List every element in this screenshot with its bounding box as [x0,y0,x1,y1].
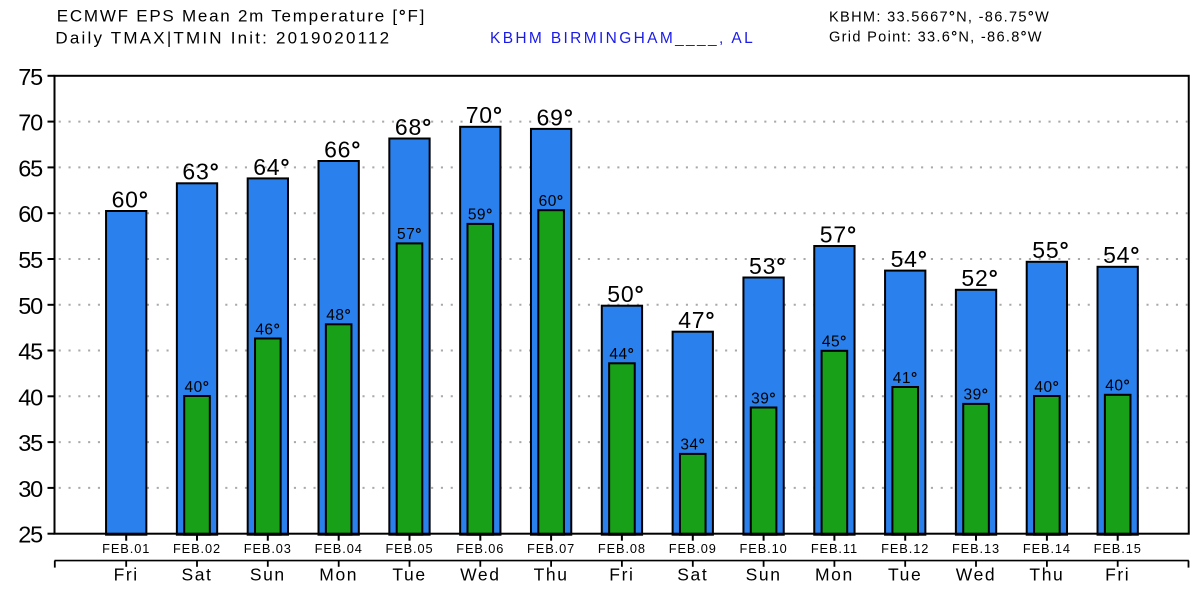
svg-text:60: 60 [18,201,43,227]
svg-text:FEB.02: FEB.02 [173,541,221,556]
svg-text:FEB.13: FEB.13 [952,541,1000,556]
svg-text:39°: 39° [751,390,776,407]
svg-text:59°: 59° [468,207,493,224]
svg-text:FEB.05: FEB.05 [385,541,433,556]
svg-text:FEB.12: FEB.12 [881,541,929,556]
svg-text:Sun: Sun [250,565,286,585]
svg-text:Mon: Mon [815,565,854,585]
svg-text:57°: 57° [397,226,422,243]
svg-text:41°: 41° [893,370,918,387]
svg-text:KBHM: 33.5667°N, -86.75°W: KBHM: 33.5667°N, -86.75°W [829,10,1050,26]
svg-text:66°: 66° [324,136,361,162]
svg-text:68°: 68° [395,114,432,140]
svg-text:Fri: Fri [609,565,634,585]
svg-text:Wed: Wed [956,565,996,585]
svg-text:45°: 45° [822,334,847,351]
svg-text:Mon: Mon [319,565,358,585]
svg-text:54°: 54° [1103,242,1140,268]
svg-text:40°: 40° [185,379,210,396]
svg-text:75: 75 [18,64,43,90]
svg-text:55°: 55° [1032,237,1069,263]
svg-text:39°: 39° [964,387,989,404]
svg-text:50: 50 [18,293,43,319]
svg-text:57°: 57° [820,221,857,247]
svg-text:FEB.10: FEB.10 [740,541,788,556]
svg-text:47°: 47° [678,307,715,333]
svg-text:52°: 52° [961,265,998,291]
svg-text:Daily TMAX|TMIN Init: 20190201: Daily TMAX|TMIN Init: 2019020112 [55,29,391,48]
svg-text:65: 65 [18,155,43,181]
svg-text:63°: 63° [182,159,219,185]
svg-text:44°: 44° [609,346,634,363]
svg-text:FEB.14: FEB.14 [1023,541,1071,556]
svg-text:30: 30 [18,476,43,502]
svg-text:FEB.15: FEB.15 [1094,541,1142,556]
svg-text:FEB.09: FEB.09 [669,541,717,556]
svg-text:35: 35 [18,430,43,456]
svg-text:Thu: Thu [534,565,569,585]
svg-text:50°: 50° [607,281,644,307]
svg-text:45: 45 [18,339,43,365]
svg-text:Grid Point: 33.6°N, -86.8°W: Grid Point: 33.6°N, -86.8°W [829,30,1043,46]
svg-text:FEB.04: FEB.04 [315,541,363,556]
svg-text:Tue: Tue [888,565,922,585]
svg-text:Fri: Fri [1105,565,1130,585]
svg-text:Fri: Fri [114,565,139,585]
svg-text:40°: 40° [1105,378,1130,395]
svg-text:FEB.06: FEB.06 [456,541,504,556]
svg-text:55: 55 [18,247,43,273]
svg-text:Sat: Sat [677,565,708,585]
svg-text:70°: 70° [466,102,503,128]
svg-text:64°: 64° [253,154,290,180]
svg-text:FEB.01: FEB.01 [102,541,150,556]
svg-text:40°: 40° [1034,379,1059,396]
svg-text:Wed: Wed [460,565,500,585]
svg-text:KBHM BIRMINGHAM____, AL: KBHM BIRMINGHAM____, AL [490,30,755,47]
svg-text:FEB.03: FEB.03 [244,541,292,556]
svg-text:69°: 69° [537,104,574,130]
svg-text:FEB.07: FEB.07 [527,541,575,556]
svg-text:46°: 46° [255,321,280,338]
svg-text:Tue: Tue [392,565,426,585]
svg-text:53°: 53° [749,253,786,279]
svg-text:48°: 48° [326,307,351,324]
svg-text:FEB.08: FEB.08 [598,541,646,556]
svg-text:60°: 60° [539,193,564,210]
svg-text:54°: 54° [891,246,928,272]
svg-text:FEB.11: FEB.11 [811,541,858,556]
svg-text:25: 25 [18,522,43,548]
svg-text:60°: 60° [112,186,149,212]
svg-text:34°: 34° [680,437,705,454]
svg-text:Sun: Sun [746,565,782,585]
svg-text:70: 70 [18,110,43,136]
svg-text:40: 40 [18,384,43,410]
svg-text:Sat: Sat [181,565,212,585]
svg-text:ECMWF EPS Mean 2m Temperature: ECMWF EPS Mean 2m Temperature [°F] [57,7,426,26]
svg-text:Thu: Thu [1029,565,1064,585]
